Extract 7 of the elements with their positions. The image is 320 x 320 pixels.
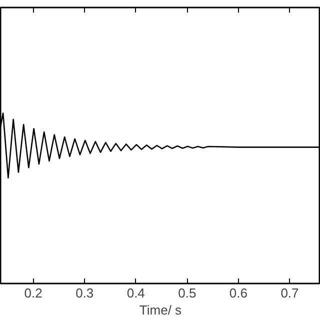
- x-tick-label: 0.7: [280, 286, 299, 300]
- x-tick-label: 0.4: [126, 286, 145, 300]
- x-axis-title: Time/ s: [139, 302, 182, 318]
- x-tick-label: 0.2: [24, 286, 42, 300]
- x-tick-label: 0.6: [229, 286, 248, 300]
- x-tick-label: 0.5: [178, 286, 196, 300]
- x-tick-label: 0.3: [76, 286, 94, 300]
